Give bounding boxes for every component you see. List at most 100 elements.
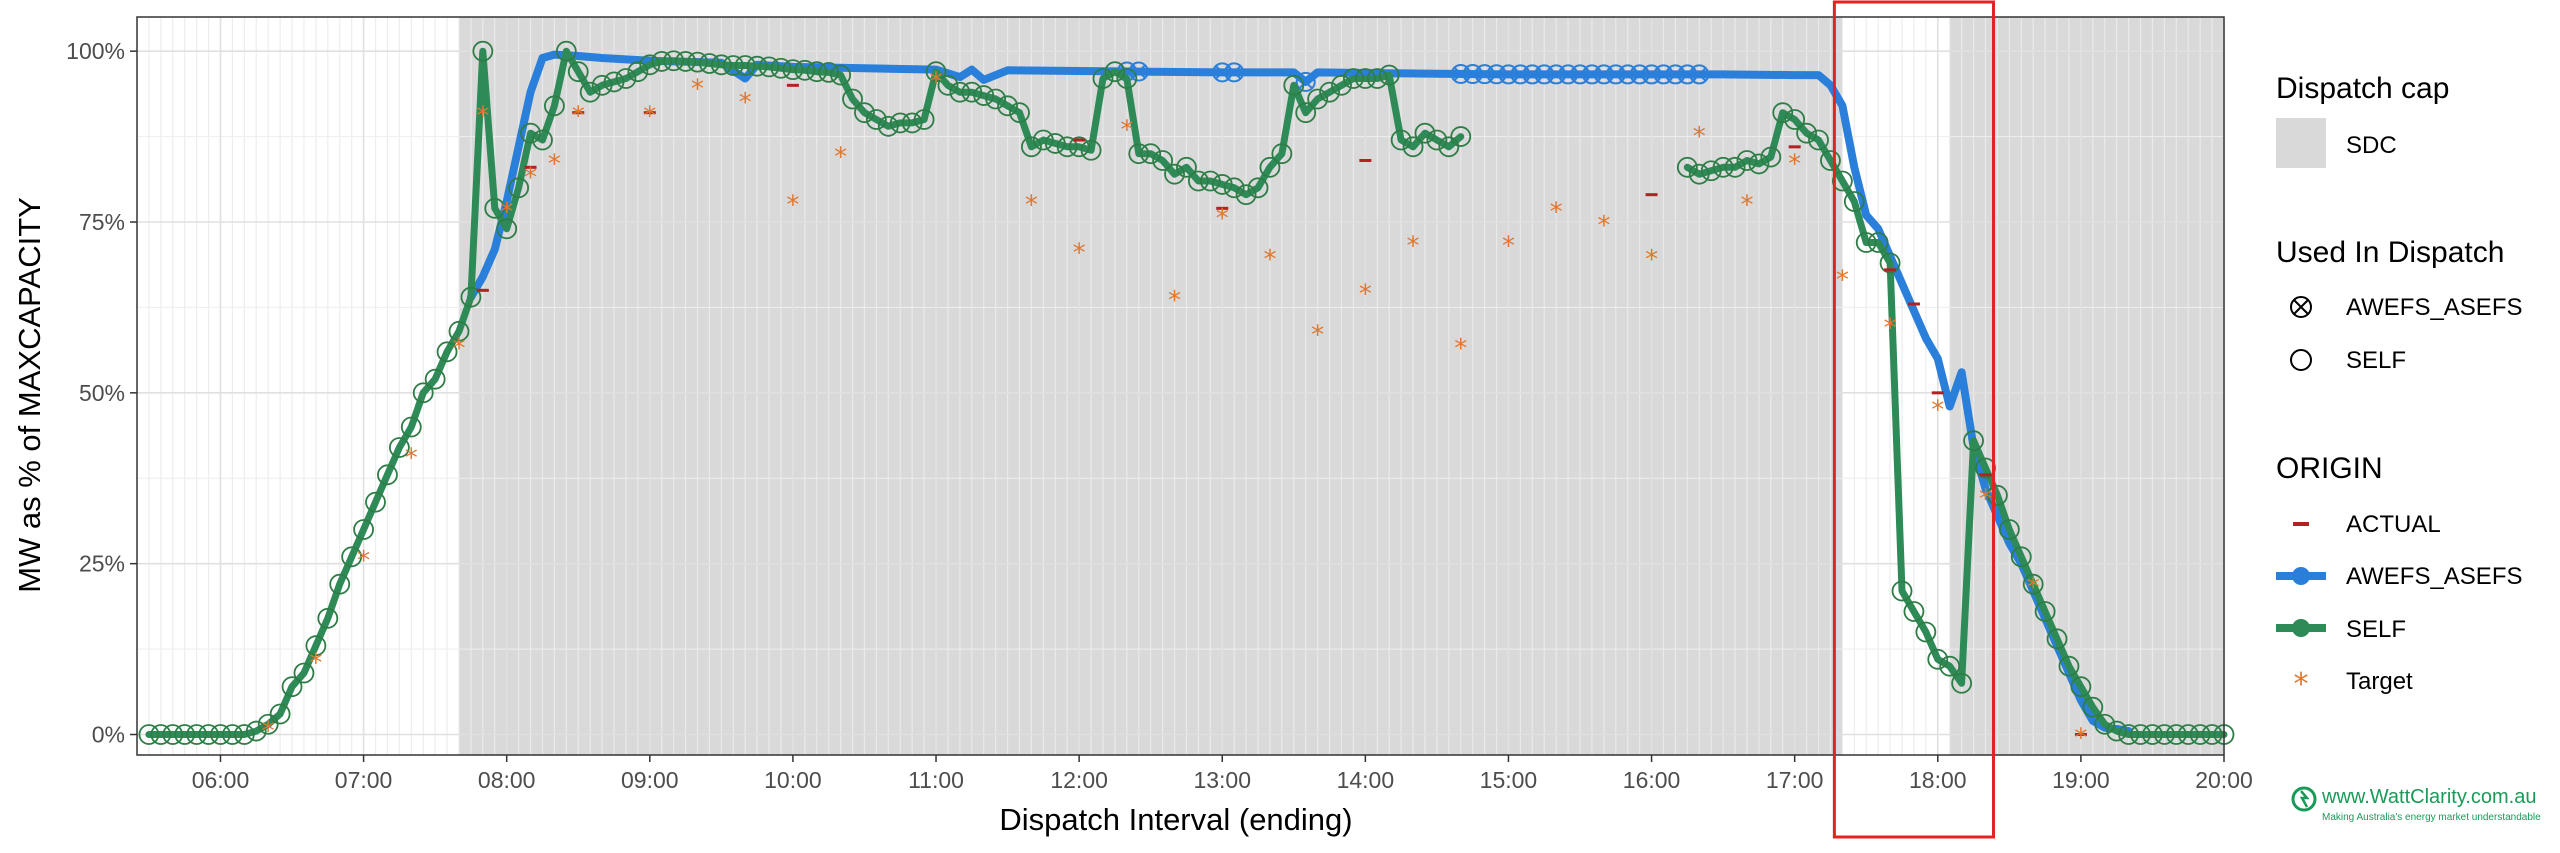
self-dispatch-marker	[699, 53, 720, 74]
self-dispatch-marker	[1331, 74, 1352, 96]
x-tick-label: 10:00	[764, 767, 822, 793]
target-point: *	[1645, 245, 1658, 275]
legend-cross-icon	[2293, 299, 2309, 315]
self-dispatch-marker	[555, 40, 577, 62]
self-dispatch-marker	[794, 59, 816, 81]
self-dispatch-marker	[1247, 177, 1269, 199]
target-point: *	[500, 197, 513, 227]
target-point: *	[1454, 334, 1467, 364]
legend-title-origin: ORIGIN	[2276, 452, 2383, 485]
self-dispatch-marker	[2142, 724, 2163, 745]
target-point: *	[476, 102, 489, 132]
wattclarity-logo: www.WattClarity.com.au Making Australia'…	[2291, 786, 2541, 823]
target-point: *	[1025, 191, 1038, 221]
self-dispatch-marker	[2130, 724, 2151, 745]
self-dispatch-marker	[436, 341, 458, 363]
watermark-tagline: Making Australia's energy market underst…	[2322, 812, 2541, 823]
target-point: *	[452, 334, 465, 364]
self-dispatch-marker	[782, 59, 804, 81]
self-dispatch-marker	[1187, 170, 1209, 192]
target-point: *	[405, 443, 418, 473]
self-dispatch-marker	[138, 724, 160, 745]
target-point: *	[1693, 122, 1706, 152]
target-point: *	[572, 102, 585, 132]
x-tick-label: 20:00	[2195, 767, 2253, 793]
self-dispatch-marker	[2118, 724, 2139, 745]
self-dispatch-marker	[1307, 88, 1329, 110]
self-dispatch-marker	[377, 464, 398, 486]
x-tick-label: 17:00	[1766, 767, 1824, 793]
self-dispatch-marker	[1915, 621, 1937, 643]
self-dispatch-marker	[293, 662, 315, 684]
target-point: *	[1168, 286, 1181, 316]
target-point: *	[524, 163, 537, 193]
self-dispatch-marker	[663, 50, 685, 72]
self-dispatch-marker	[305, 635, 327, 657]
self-dispatch-marker	[1056, 136, 1078, 158]
y-tick-label: 50%	[79, 380, 125, 406]
self-dispatch-marker	[520, 122, 541, 144]
awefs-asefs-dispatch-cross	[1227, 65, 1241, 80]
watermark-url: www.WattClarity.com.au	[2321, 786, 2536, 808]
self-dispatch-marker	[2201, 724, 2223, 745]
self-dispatch-marker	[1879, 252, 1901, 274]
y-tick-label: 0%	[92, 722, 125, 748]
target-point: *	[1931, 396, 1944, 426]
awefs-asefs-dispatch-marker	[1295, 71, 1316, 92]
self-dispatch-marker	[651, 51, 673, 72]
self-dispatch-marker	[1164, 163, 1185, 185]
self-dispatch-marker	[1939, 655, 1961, 677]
sdc-shaded-band	[1949, 17, 2224, 755]
target-point: *	[1740, 191, 1753, 221]
self-dispatch-marker	[1843, 191, 1865, 212]
self-dispatch-marker	[1700, 160, 1722, 182]
legend-title-dispatch-cap: Dispatch cap	[2276, 72, 2449, 105]
self-dispatch-marker	[567, 61, 589, 83]
self-dispatch-marker	[412, 382, 434, 404]
self-dispatch-marker	[353, 519, 374, 540]
self-dispatch-marker	[1080, 139, 1102, 161]
awefs-asefs-dispatch-marker	[1665, 64, 1686, 85]
self-dispatch-marker	[1199, 170, 1221, 192]
awefs-asefs-dispatch-marker	[1128, 61, 1149, 82]
self-dispatch-marker	[1402, 136, 1424, 158]
awefs-asefs-dispatch-marker	[1558, 64, 1579, 85]
x-tick-label: 19:00	[2052, 767, 2110, 793]
legend-title-used-in-dispatch: Used In Dispatch	[2276, 236, 2504, 269]
self-dispatch-marker	[544, 95, 565, 117]
self-dispatch-marker	[1748, 153, 1770, 175]
awefs-asefs-dispatch-marker	[1522, 64, 1543, 85]
target-point: *	[548, 150, 561, 180]
self-dispatch-marker	[1450, 126, 1472, 147]
target-point: *	[643, 102, 656, 132]
self-dispatch-marker	[889, 112, 911, 134]
self-dispatch-marker	[198, 724, 219, 745]
self-dispatch-marker	[400, 416, 422, 438]
legend-awefs-dot	[2292, 567, 2310, 585]
self-dispatch-marker	[1772, 102, 1794, 124]
self-dispatch-marker	[710, 54, 732, 76]
self-dispatch-marker	[1378, 64, 1400, 86]
awefs-asefs-dispatch-marker	[1653, 64, 1674, 85]
self-dispatch-marker	[448, 320, 470, 342]
self-dispatch-marker	[913, 109, 935, 130]
self-dispatch-marker	[1998, 519, 2020, 540]
target-point: *	[2027, 573, 2040, 603]
self-dispatch-marker	[233, 724, 255, 745]
self-dispatch-marker	[985, 88, 1007, 110]
self-dispatch-marker	[973, 85, 995, 106]
awefs-asefs-dispatch-marker	[1641, 64, 1662, 85]
self-dispatch-marker	[1343, 68, 1364, 89]
awefs-asefs-dispatch-marker	[1534, 64, 1555, 85]
legend-self-dot	[2292, 619, 2310, 637]
target-point: *	[1550, 197, 1563, 227]
self-dispatch-marker	[162, 724, 184, 745]
self-dispatch-marker	[269, 703, 291, 725]
self-dispatch-marker	[1259, 156, 1281, 178]
target-point: *	[1836, 266, 1849, 296]
x-tick-label: 07:00	[335, 767, 393, 793]
self-dispatch-marker	[1354, 68, 1376, 89]
legend-label-awefs: AWEFS_ASEFS	[2346, 563, 2522, 590]
target-point: *	[834, 143, 847, 173]
awefs-asefs-dispatch-marker	[1593, 64, 1614, 85]
